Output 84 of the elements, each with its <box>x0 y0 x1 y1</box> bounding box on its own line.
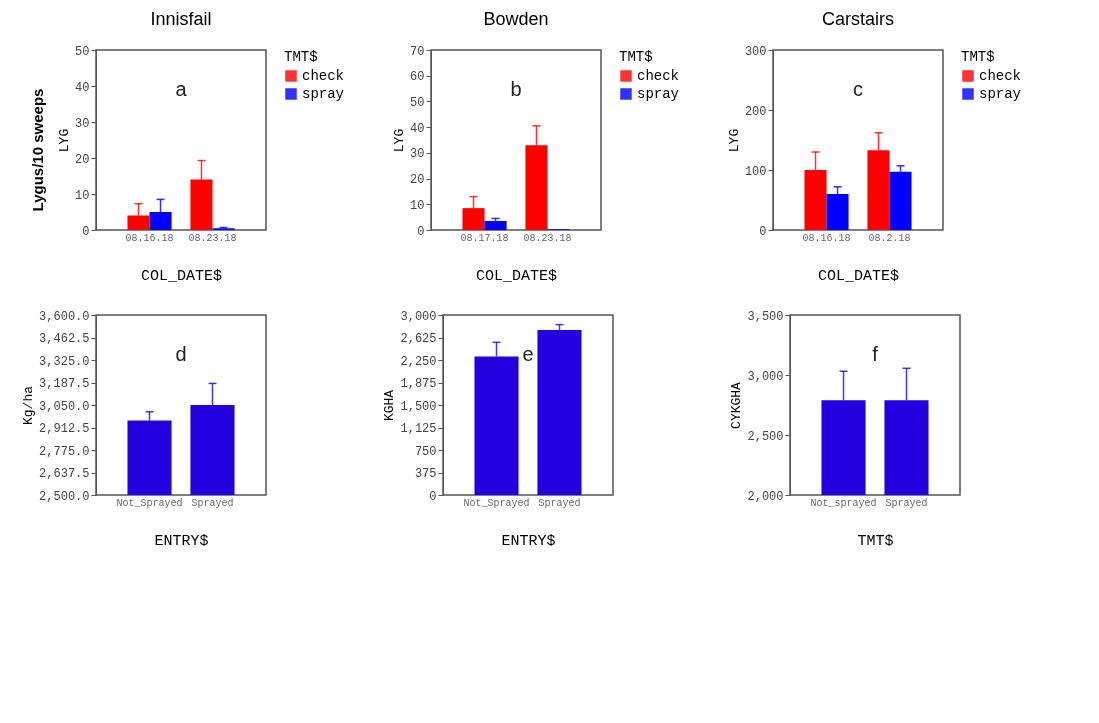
annotation: e <box>522 343 534 365</box>
y-axis-title: LYG <box>726 128 742 153</box>
annotation: a <box>175 78 188 100</box>
x-axis-title: COL_DATE$ <box>475 267 558 285</box>
y-tick-label: 1,500 <box>400 399 437 414</box>
y-tick-label: 200 <box>744 104 767 119</box>
x-tick-label: 08.2.18 <box>868 232 911 244</box>
y-tick-label: 40 <box>75 80 90 95</box>
x-tick-label: Not_sprayed <box>810 497 877 509</box>
legend-label: check <box>979 68 1022 84</box>
y-tick-label: 3,050.0 <box>39 399 90 414</box>
y-tick-label: 2,912.5 <box>39 422 90 436</box>
y-tick-label: 0 <box>429 489 437 504</box>
y-axis-title: LYG <box>57 128 73 153</box>
y-tick-label: 2,250 <box>400 354 437 369</box>
y-tick-label: 2,637.5 <box>39 467 90 481</box>
y-tick-label: 20 <box>410 173 425 188</box>
y-tick-label: 375 <box>414 467 437 481</box>
y-tick-label: 60 <box>410 70 425 85</box>
legend-label: check <box>302 68 345 84</box>
x-tick-label: 08.17.18 <box>460 232 509 244</box>
y-tick-label: 2,775.0 <box>39 444 90 459</box>
x-axis-title: ENTRY$ <box>501 532 556 550</box>
x-axis-title: TMT$ <box>857 532 894 550</box>
x-tick-label: Sprayed <box>191 497 234 509</box>
y-tick-label: 1,125 <box>400 422 437 436</box>
y-tick-label: 300 <box>744 44 767 59</box>
chart-title: Bowden <box>483 9 549 29</box>
y-tick-label: 70 <box>410 44 425 59</box>
y-tick-label: 3,187.5 <box>39 377 90 391</box>
chart-title: Carstairs <box>821 9 895 29</box>
y-axis-title: LYG <box>392 128 408 153</box>
y-tick-label: 3,000 <box>400 309 437 324</box>
y-tick-label: 30 <box>75 116 90 131</box>
x-tick-label: Sprayed <box>885 497 928 509</box>
x-tick-label: Sprayed <box>538 497 581 509</box>
y-tick-label: 10 <box>410 198 425 213</box>
y-tick-label: 3,325.0 <box>39 354 90 369</box>
y-tick-label: 2,500.0 <box>39 489 90 504</box>
text: Lygus/10 sweeps <box>29 88 46 212</box>
y-tick-label: 40 <box>410 121 425 136</box>
annotation: b <box>510 78 522 100</box>
y-tick-label: 2,000 <box>747 489 784 504</box>
y-axis-title: Kg/ha <box>21 385 37 426</box>
legend-label: spray <box>637 86 680 102</box>
chart-title: Innisfail <box>150 9 212 29</box>
y-axis-title: CYKGHA <box>729 381 745 429</box>
x-axis-title: COL_DATE$ <box>140 267 223 285</box>
annotation: c <box>853 78 863 100</box>
legend-title: TMT$ <box>961 49 995 65</box>
y-tick-label: 750 <box>414 444 437 459</box>
y-tick-label: 30 <box>410 147 425 162</box>
y-tick-label: 3,500 <box>747 309 784 324</box>
y-tick-label: 0 <box>82 224 90 239</box>
y-tick-label: 20 <box>75 152 90 167</box>
y-tick-label: 3,000 <box>747 369 784 384</box>
y-tick-label: 3,462.5 <box>39 332 90 346</box>
legend-label: check <box>637 68 680 84</box>
y-tick-label: 0 <box>759 224 767 239</box>
y-tick-label: 2,625 <box>400 332 437 346</box>
x-tick-label: 08.16.18 <box>802 232 851 244</box>
y-tick-label: 50 <box>410 95 425 110</box>
legend-title: TMT$ <box>284 49 318 65</box>
legend-label: spray <box>302 86 345 102</box>
y-axis-title: KGHA <box>382 389 398 422</box>
y-tick-label: 50 <box>75 44 90 59</box>
y-tick-label: 1,875 <box>400 377 437 391</box>
legend-label: spray <box>979 86 1022 102</box>
x-tick-label: Not_Sprayed <box>116 497 183 509</box>
x-tick-label: 08.23.18 <box>523 232 572 244</box>
y-tick-label: 0 <box>417 224 425 239</box>
annotation: d <box>175 343 187 365</box>
x-axis-title: ENTRY$ <box>154 532 209 550</box>
x-tick-label: 08.16.18 <box>125 232 174 244</box>
bar <box>889 171 912 230</box>
x-axis-title: COL_DATE$ <box>817 267 900 285</box>
x-tick-label: 08.23.18 <box>188 232 237 244</box>
y-tick-label: 2,500 <box>747 429 784 444</box>
y-tick-label: 100 <box>744 164 767 179</box>
x-tick-label: Not_Sprayed <box>463 497 530 509</box>
annotation: f <box>872 343 879 365</box>
legend-title: TMT$ <box>619 49 653 65</box>
y-tick-label: 3,600.0 <box>39 309 90 324</box>
y-tick-label: 10 <box>75 188 90 203</box>
